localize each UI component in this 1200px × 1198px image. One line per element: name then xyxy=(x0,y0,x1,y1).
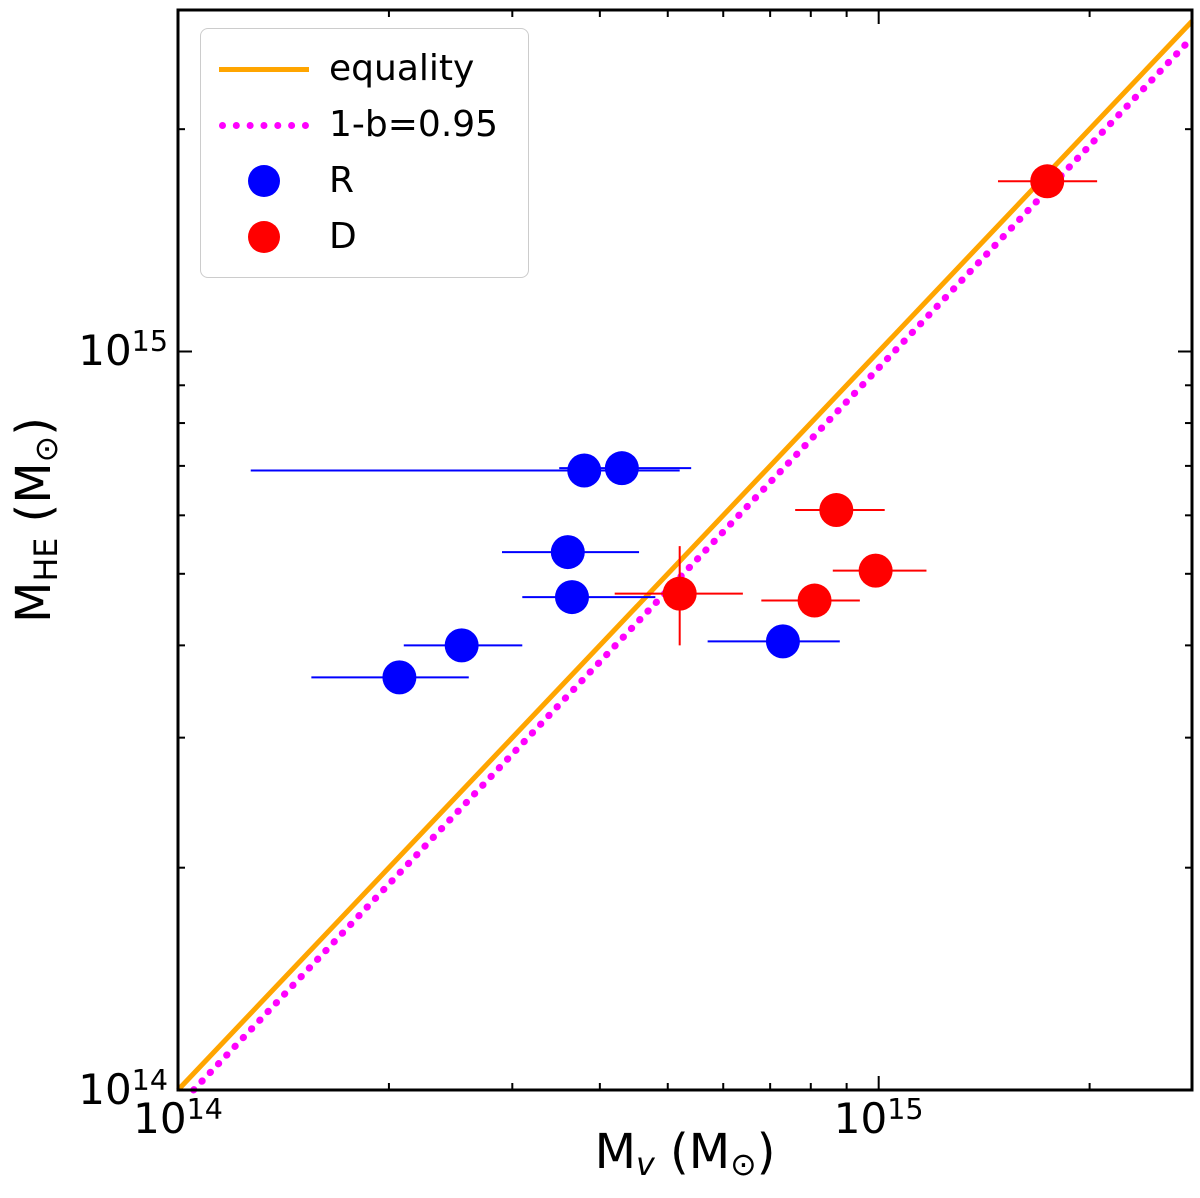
blue-marker-swatch xyxy=(219,165,309,197)
point-R xyxy=(382,660,417,695)
point-D xyxy=(858,553,893,588)
point-D xyxy=(1030,164,1065,199)
point-R xyxy=(554,580,589,615)
legend-item-R: R xyxy=(219,157,498,205)
legend: equality 1-b=0.95 R D xyxy=(200,28,530,278)
y-tick-label-1e14: 1014 xyxy=(78,1062,168,1114)
legend-label: 1-b=0.95 xyxy=(329,104,499,145)
red-marker-swatch xyxy=(219,221,309,253)
x-axis-label: Mv (M⊙) xyxy=(594,1124,776,1183)
legend-item-equality: equality xyxy=(219,45,498,93)
point-D xyxy=(662,576,697,611)
legend-item-1-b: 1-b=0.95 xyxy=(219,101,498,149)
point-R xyxy=(444,628,479,663)
y-axis-label: MHE (M⊙) xyxy=(6,417,65,623)
point-R xyxy=(567,453,602,488)
legend-label: R xyxy=(329,160,355,201)
dotted-line-swatch xyxy=(219,121,309,129)
equality-line-swatch xyxy=(219,66,309,72)
point-R xyxy=(550,535,585,570)
x-tick-label-1e15: 1015 xyxy=(833,1091,924,1143)
point-D xyxy=(819,493,854,528)
point-D xyxy=(797,583,832,618)
point-R xyxy=(604,451,639,486)
x-tick-label-1e14: 1014 xyxy=(133,1091,223,1143)
reference-line-equality xyxy=(176,19,1194,1092)
plot-frame xyxy=(176,8,1194,1092)
point-R xyxy=(765,624,800,659)
y-tick-label-1e15: 1015 xyxy=(78,324,168,376)
legend-label: D xyxy=(329,216,357,257)
reference-line-1-b=0.95 xyxy=(190,34,1196,1094)
legend-label: equality xyxy=(329,48,475,89)
legend-item-D: D xyxy=(219,213,498,261)
